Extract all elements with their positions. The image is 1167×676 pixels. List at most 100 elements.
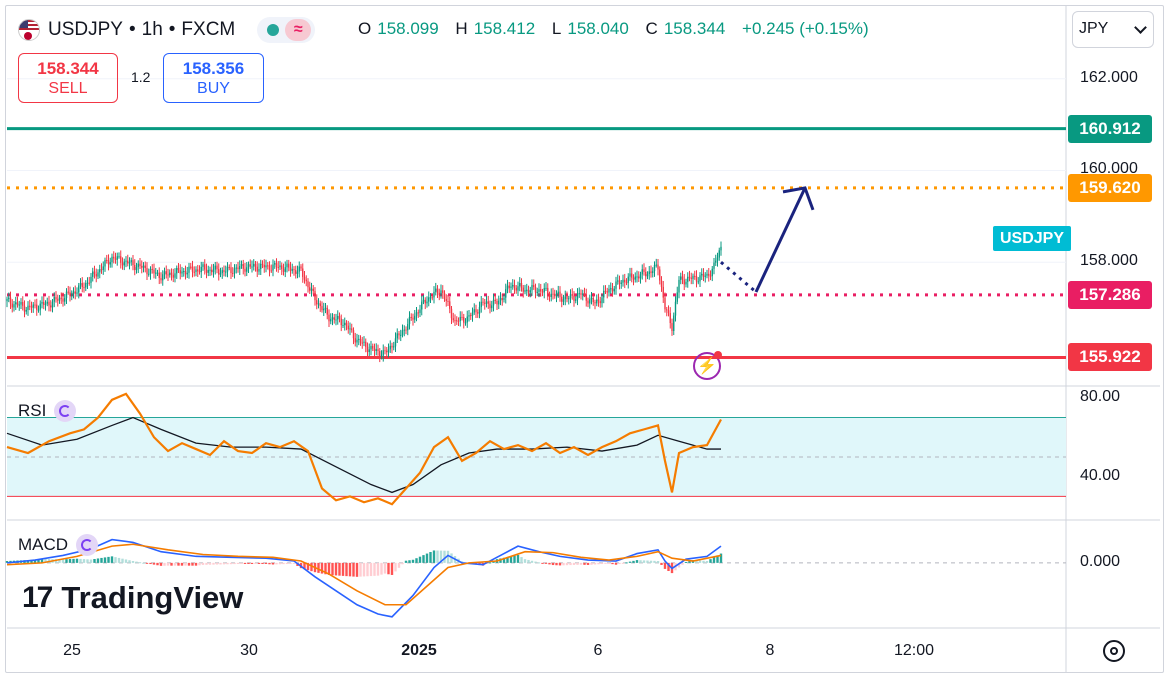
macd-histogram-bar xyxy=(422,555,425,563)
candle-body xyxy=(352,330,355,339)
candle-body xyxy=(163,271,166,275)
level-price-label: 157.286 xyxy=(1068,280,1152,309)
candle-body xyxy=(429,297,432,299)
candle-body xyxy=(526,289,528,291)
settings-icon[interactable] xyxy=(1103,640,1125,662)
candle-body xyxy=(431,297,433,299)
macd-histogram-bar xyxy=(362,562,366,577)
candle-body xyxy=(284,267,286,272)
market-status-pill[interactable]: ≈ xyxy=(257,17,316,43)
candle-body xyxy=(631,273,633,278)
candle-body xyxy=(457,320,460,322)
candle-body xyxy=(9,297,12,304)
macd-histogram-bar xyxy=(355,562,359,577)
candle-body xyxy=(358,338,360,340)
macd-histogram-bar xyxy=(544,562,548,564)
candle-body xyxy=(569,294,572,299)
candle-body xyxy=(114,258,117,260)
candle-body xyxy=(30,306,33,308)
time-tick-label: 6 xyxy=(593,642,603,659)
candle-body xyxy=(613,288,615,292)
candle-body xyxy=(447,301,449,303)
candle-body xyxy=(541,291,544,293)
macd-histogram-bar xyxy=(576,562,579,565)
candle-body xyxy=(475,309,477,313)
symbol-header[interactable]: USDJPY • 1h • FXCM ≈ xyxy=(18,16,316,44)
candle-body xyxy=(338,315,341,319)
candle-body xyxy=(653,265,656,272)
candle-body xyxy=(130,260,132,263)
market-open-icon xyxy=(267,24,280,36)
macd-histogram-bar xyxy=(709,559,712,563)
refresh-icon[interactable] xyxy=(76,534,99,556)
candle-body xyxy=(233,268,236,274)
macd-histogram-bar xyxy=(418,556,422,563)
macd-histogram-bar xyxy=(324,562,327,575)
macd-histogram-bar xyxy=(646,560,649,563)
macd-histogram-bar xyxy=(488,562,492,564)
candle-body xyxy=(177,267,180,271)
macd-histogram-bar xyxy=(212,562,215,565)
macd-histogram-bar xyxy=(516,554,520,563)
candle-body xyxy=(695,276,698,282)
candle-body xyxy=(564,296,566,300)
lightning-icon[interactable]: ⚡ xyxy=(693,351,722,380)
buy-button[interactable]: 158.356 BUY xyxy=(163,53,264,103)
macd-histogram-bar xyxy=(425,553,429,563)
candle-body xyxy=(193,271,195,273)
candle-body xyxy=(226,266,229,272)
candle-body xyxy=(624,279,626,283)
candle-body xyxy=(191,266,194,272)
candle-body xyxy=(533,285,535,287)
level-price-label: 155.922 xyxy=(1068,343,1152,372)
macd-histogram-bar xyxy=(114,557,117,563)
candle-body xyxy=(18,304,20,306)
macd-histogram-bar xyxy=(79,558,82,563)
candle-body xyxy=(317,303,320,305)
candle-body xyxy=(505,289,507,298)
candle-body xyxy=(473,309,475,313)
candle-body xyxy=(83,287,85,289)
macd-histogram-bar xyxy=(205,562,208,565)
candle-body xyxy=(13,304,15,308)
candle-body xyxy=(251,266,253,268)
macd-histogram-bar xyxy=(170,562,173,566)
macd-legend[interactable]: MACD xyxy=(18,534,99,556)
candle-body xyxy=(239,266,241,270)
candle-body xyxy=(704,275,706,277)
macd-histogram-bar xyxy=(289,562,292,564)
candle-body xyxy=(370,345,372,350)
candle-body xyxy=(340,318,342,326)
macd-histogram-bar xyxy=(208,562,212,565)
macd-histogram-bar xyxy=(166,562,170,566)
macd-histogram-bar xyxy=(138,562,142,564)
candle-body xyxy=(489,303,491,309)
refresh-icon[interactable] xyxy=(54,400,77,422)
rsi-legend[interactable]: RSI xyxy=(18,400,77,422)
time-tick-label: 25 xyxy=(63,642,81,659)
sell-button[interactable]: 158.344 SELL xyxy=(18,53,118,103)
macd-histogram-bar xyxy=(716,555,719,563)
candle-body xyxy=(37,309,40,311)
macd-histogram-bar xyxy=(628,561,632,563)
macd-histogram-bar xyxy=(187,562,191,566)
candle-body xyxy=(652,271,654,274)
candle-body xyxy=(442,290,444,293)
candle-body xyxy=(293,269,295,271)
currency-select[interactable]: JPY xyxy=(1072,11,1154,48)
candle-body xyxy=(552,293,554,295)
candle-body xyxy=(20,301,22,305)
candle-body xyxy=(620,282,622,284)
candle-body xyxy=(200,266,202,273)
interval[interactable]: 1h xyxy=(141,19,163,40)
macd-histogram-bar xyxy=(345,562,348,577)
macd-histogram-bar xyxy=(222,562,226,565)
candle-body xyxy=(632,277,635,280)
candle-body xyxy=(202,264,204,267)
candle-body xyxy=(478,307,481,314)
macd-histogram-bar xyxy=(72,558,75,563)
candle-body xyxy=(720,246,722,251)
candle-body xyxy=(204,264,206,270)
candle-body xyxy=(181,271,183,274)
